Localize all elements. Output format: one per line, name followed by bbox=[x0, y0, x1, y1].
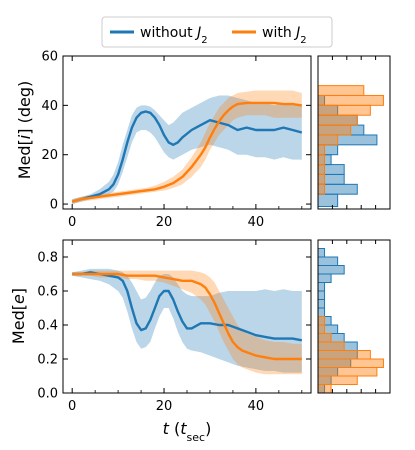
legend-label-without: without J2 bbox=[140, 25, 208, 46]
inclination-hist-bar-with bbox=[317, 164, 326, 175]
eccentricity-hist-bar-with bbox=[317, 375, 358, 385]
inclination-hist-bar-with bbox=[317, 114, 358, 126]
eccentricity-ytick-label: 0.0 bbox=[37, 387, 58, 402]
eccentricity-band-with bbox=[72, 270, 302, 375]
eccentricity-ytick-label: 0.8 bbox=[37, 251, 58, 266]
eccentricity-hist-frame bbox=[317, 239, 391, 394]
inclination-ytick-label: 40 bbox=[41, 99, 58, 114]
inclination-panel: 0 20 40 0 20 40 60 bbox=[41, 50, 312, 230]
inclination-hist-bar-with bbox=[317, 183, 326, 195]
eccentricity-median-without bbox=[72, 271, 303, 342]
inclination-median-without bbox=[71, 110, 303, 203]
inclination-hist-bar-with bbox=[317, 144, 326, 156]
inclination-hist-bar-with bbox=[317, 154, 326, 166]
inclination-ytick-label: 60 bbox=[41, 50, 58, 65]
eccentricity-hist-bar-with bbox=[317, 367, 378, 377]
eccentricity-hist-bar-with bbox=[317, 358, 384, 368]
eccentricity-histogram bbox=[317, 239, 391, 394]
inclination-hist-bar-with bbox=[317, 134, 339, 146]
legend: without J2 with J2 bbox=[101, 16, 333, 48]
inclination-xtick-label: 40 bbox=[248, 215, 265, 230]
eccentricity-ytick-label: 0.6 bbox=[37, 285, 58, 300]
eccentricity-xtick-label: 0 bbox=[68, 399, 76, 414]
inclination-band-with bbox=[72, 90, 302, 205]
eccentricity-median-with bbox=[72, 272, 302, 361]
eccentricity-hist-bar-without bbox=[317, 265, 345, 275]
inclination-hist-bar-with bbox=[317, 94, 384, 106]
eccentricity-ytick-label: 0.4 bbox=[37, 319, 58, 334]
eccentricity-hist-bar-without bbox=[317, 299, 326, 309]
eccentricity-band-without bbox=[72, 268, 302, 373]
inclination-histogram bbox=[317, 55, 391, 210]
inclination-ylabel: Med[i] (deg) bbox=[15, 81, 34, 179]
inclination-band-without bbox=[72, 95, 302, 205]
eccentricity-hist-bar-without bbox=[317, 256, 339, 266]
inclination-hist-bar-without bbox=[317, 193, 339, 208]
legend-frame bbox=[101, 16, 333, 48]
eccentricity-hist-bar-with bbox=[317, 350, 371, 360]
inclination-hist-bar-with bbox=[317, 173, 326, 185]
eccentricity-xtick-label: 20 bbox=[156, 399, 173, 414]
eccentricity-hist-bar-with bbox=[317, 316, 326, 326]
eccentricity-hist-bar-without bbox=[317, 307, 326, 317]
eccentricity-hist-bar-without bbox=[317, 248, 326, 258]
inclination-xtick-label: 0 bbox=[68, 215, 76, 230]
time-xlabel: t (tsec) bbox=[163, 419, 212, 444]
inclination-median-with bbox=[71, 101, 302, 203]
inclination-hist-bar-with bbox=[317, 124, 352, 136]
eccentricity-hist-bar-without bbox=[317, 290, 326, 300]
inclination-ytick-label: 20 bbox=[41, 148, 58, 163]
eccentricity-hist-bar-with bbox=[317, 333, 332, 343]
inclination-hist-bar-with bbox=[317, 104, 371, 116]
eccentricity-hist-bar-with bbox=[317, 384, 332, 394]
eccentricity-hist-bar-without bbox=[317, 273, 332, 283]
eccentricity-hist-bar-with bbox=[317, 341, 345, 351]
eccentricity-xtick-label: 40 bbox=[248, 399, 265, 414]
eccentricity-panel: 0 20 40 0.0 0.2 0.4 0.6 0.8 bbox=[37, 239, 312, 414]
eccentricity-hist-bar-with bbox=[317, 324, 326, 334]
inclination-hist-frame bbox=[317, 55, 391, 210]
eccentricity-ylabel: Med[e] bbox=[9, 288, 28, 344]
eccentricity-hist-bar-without bbox=[317, 282, 326, 292]
inclination-xtick-label: 20 bbox=[156, 215, 173, 230]
inclination-ytick-label: 0 bbox=[50, 198, 58, 213]
eccentricity-ytick-label: 0.2 bbox=[37, 353, 58, 368]
inclination-hist-bar-with bbox=[317, 85, 365, 96]
legend-label-with: with J2 bbox=[262, 25, 307, 46]
